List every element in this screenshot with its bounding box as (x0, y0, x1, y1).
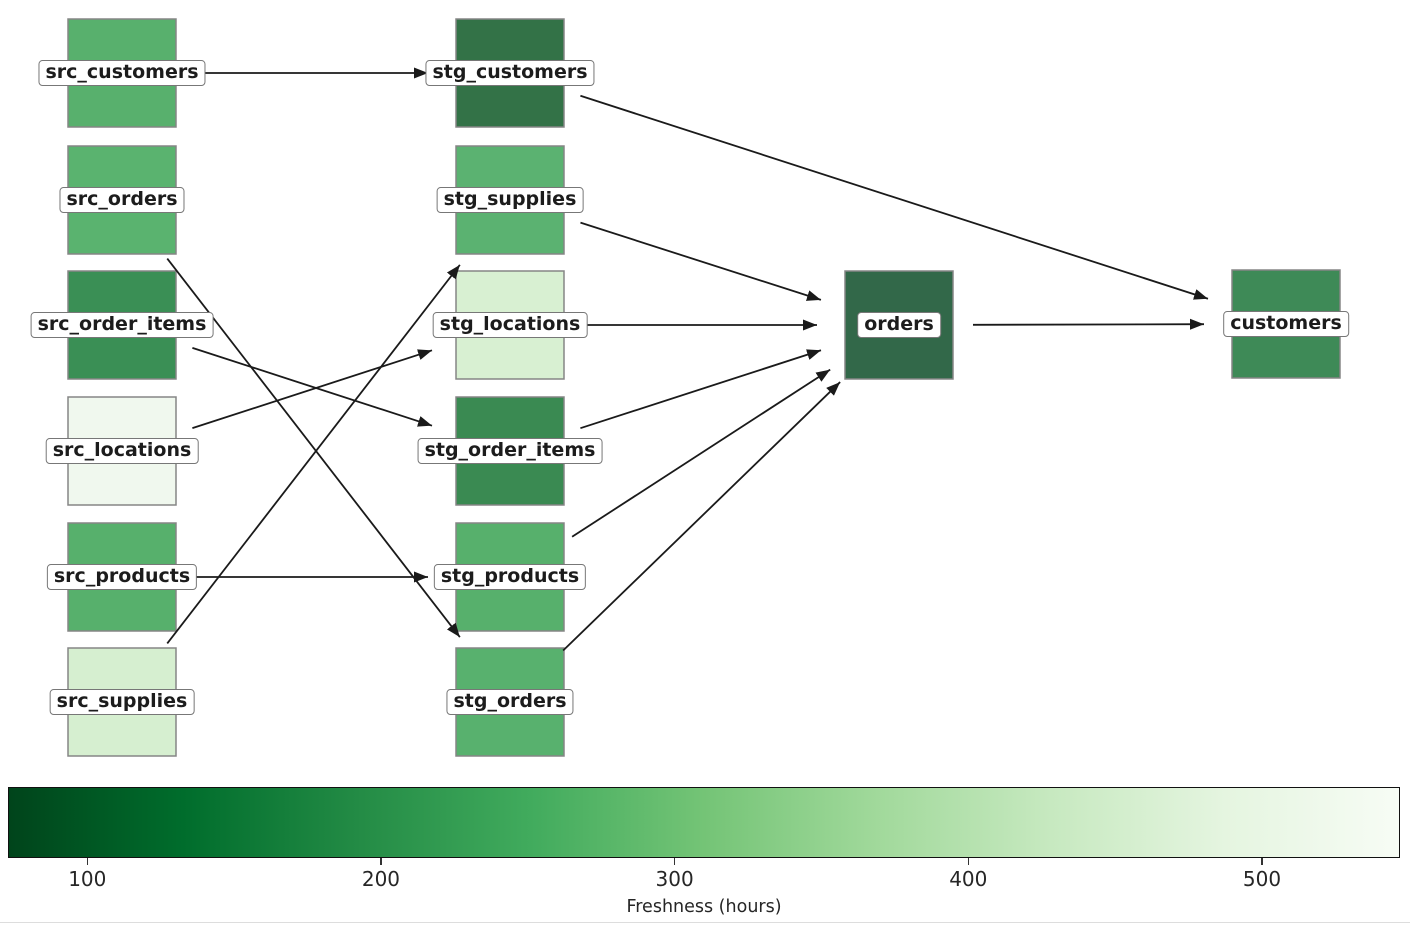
edges-layer (166, 67, 1209, 652)
node-label-stg_order_items: stg_order_items (417, 438, 603, 464)
colorbar-tick-100 (86, 858, 89, 865)
node-label-src_supplies: src_supplies (49, 689, 195, 715)
node-label-stg_locations: stg_locations (432, 312, 588, 338)
figure-bottom-divider (0, 922, 1410, 923)
edge-src_orders-to-stg_orders (166, 257, 461, 638)
edge-stg_order_items-to-orders (580, 349, 822, 430)
node-label-orders: orders (857, 312, 941, 338)
node-label-src_products: src_products (46, 564, 198, 590)
colorbar-tick-300 (673, 858, 676, 865)
node-label-stg_products: stg_products (433, 564, 587, 590)
node-label-src_locations: src_locations (45, 438, 199, 464)
node-label-src_orders: src_orders (59, 187, 185, 213)
colorbar-tick-label-300: 300 (655, 867, 694, 891)
colorbar-tick-200 (380, 858, 382, 865)
node-label-src_order_items: src_order_items (30, 312, 214, 338)
edge-orders-to-customers (972, 318, 1205, 330)
edge-stg_orders-to-orders (562, 381, 841, 652)
node-label-src_customers: src_customers (38, 60, 206, 86)
colorbar-tick-label-200: 200 (361, 867, 401, 891)
colorbar-tick-label-400: 400 (949, 867, 988, 891)
node-label-stg_supplies: stg_supplies (436, 187, 584, 213)
node-label-stg_customers: stg_customers (425, 60, 595, 86)
colorbar-tick-label-500: 500 (1242, 867, 1282, 891)
edge-src_supplies-to-stg_supplies (166, 264, 461, 645)
edge-src_locations-to-stg_locations (192, 349, 433, 430)
edge-stg_products-to-orders (571, 368, 831, 538)
edge-stg_supplies-to-orders (580, 221, 822, 301)
colorbar-tick-400 (967, 858, 970, 865)
colorbar-tick-500 (1261, 858, 1263, 865)
freshness-colorbar (8, 787, 1400, 858)
node-label-stg_orders: stg_orders (446, 689, 574, 715)
edge-src_order_items-to-stg_order_items (192, 346, 433, 427)
colorbar-tick-label-100: 100 (68, 867, 107, 891)
edge-stg_customers-to-customers (580, 94, 1209, 300)
colorbar-axis-label: Freshness (hours) (626, 897, 782, 917)
node-label-customers: customers (1223, 311, 1349, 337)
